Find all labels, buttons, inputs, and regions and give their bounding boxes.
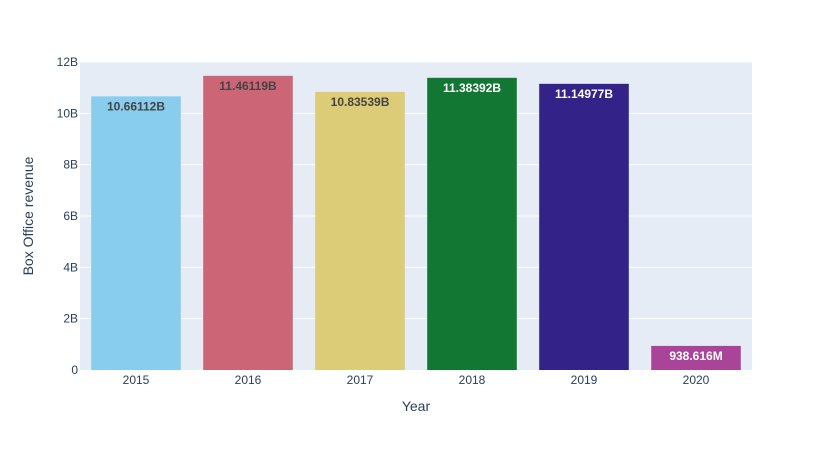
y-tick-label: 12B bbox=[57, 55, 78, 69]
x-tick-label: 2020 bbox=[683, 373, 710, 387]
bar-2020[interactable] bbox=[651, 345, 741, 370]
x-tick-label: 2015 bbox=[123, 373, 150, 387]
x-axis-title: Year bbox=[402, 398, 431, 414]
bar-2019[interactable] bbox=[539, 83, 629, 370]
x-tick-label: 2016 bbox=[235, 373, 262, 387]
x-tick-label: 2018 bbox=[459, 373, 486, 387]
gridlines bbox=[80, 61, 752, 320]
y-tick-label: 0 bbox=[71, 363, 78, 377]
y-tick-label: 2B bbox=[63, 312, 78, 326]
bar-2016[interactable] bbox=[203, 75, 293, 370]
x-tick-label: 2019 bbox=[571, 373, 598, 387]
bar-value-label: 11.14977B bbox=[555, 87, 613, 101]
bars: 10.66112B 11.46119B 10.83539B 11.38392B 11.1… bbox=[91, 75, 741, 371]
bar-value-label: 11.38392B bbox=[443, 81, 501, 95]
bar-value-label: 10.83539B bbox=[331, 95, 390, 109]
y-axis-title: Box Office revenue bbox=[20, 156, 36, 275]
y-tick-label: 6B bbox=[63, 209, 78, 223]
x-axis-ticks: 2015 2016 2017 2018 2019 2020 bbox=[123, 373, 710, 387]
y-tick-label: 4B bbox=[63, 260, 78, 274]
y-tick-label: 8B bbox=[63, 158, 78, 172]
x-tick-label: 2017 bbox=[347, 373, 374, 387]
bar-value-label: 10.66112B bbox=[107, 99, 165, 113]
bar-2018[interactable] bbox=[427, 77, 517, 371]
y-axis-ticks: 0 2B 4B 6B 8B 10B 12B bbox=[57, 55, 79, 377]
bar-2017[interactable] bbox=[315, 91, 405, 370]
bar-value-label: 938.616M bbox=[669, 349, 722, 363]
y-tick-label: 10B bbox=[57, 106, 78, 120]
bar-value-label: 11.46119B bbox=[219, 79, 277, 93]
bar-2015[interactable] bbox=[91, 96, 181, 370]
